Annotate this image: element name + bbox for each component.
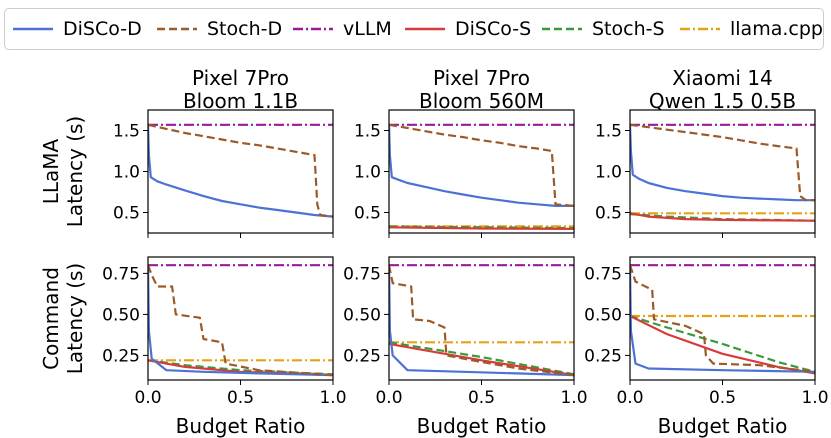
legend-swatch-disco-s: [405, 27, 445, 31]
panel-1-0-xtick-label-0: 0.0: [134, 388, 161, 408]
column-subtitle-0: Bloom 1.1B: [183, 89, 298, 113]
panel-1-1-series-disco-s: [389, 342, 574, 377]
legend-swatch-stoch-s: [542, 27, 582, 31]
row-ylabel-sub-1: Latency (s): [63, 263, 87, 374]
panel-0-0-series-stoch-d: [148, 123, 333, 218]
panel-1-2-xtick-label-2: 1.0: [801, 388, 828, 408]
legend-swatch-llama-cpp: [680, 27, 720, 31]
panel-1-2-ytick-label-0: 0.25: [584, 346, 622, 366]
panel-1-0-ytick-label-1: 0.50: [102, 305, 140, 325]
panel-0-0-ytick-label-1: 1.0: [113, 163, 140, 183]
column-title-1: Pixel 7Pro: [433, 66, 530, 90]
panel-1-1-xtick-label-2: 1.0: [560, 388, 587, 408]
panel-0-0-ytick-label-2: 1.5: [113, 122, 140, 142]
panel-1-1-ytick-label-0: 0.25: [343, 346, 381, 366]
panel-1-2-xtick-label-1: 0.5: [709, 388, 736, 408]
panel-0-1-ytick-label-0: 0.5: [354, 204, 381, 224]
panel-1-0-ytick-label-0: 0.25: [102, 346, 140, 366]
panel-1-1-frame: [388, 256, 575, 381]
legend-label-vllm: vLLM: [343, 18, 392, 40]
panel-0-2-ytick-label-0: 0.5: [595, 204, 622, 224]
panel-1-2-xtick-label-0: 0.0: [616, 388, 643, 408]
panel-0-1-ytick-label-1: 1.0: [354, 163, 381, 183]
panel-1-2-ytick-label-1: 0.50: [584, 305, 622, 325]
panel-0-2-ytick-label-1: 1.0: [595, 163, 622, 183]
panel-0-0-frame: [147, 109, 334, 234]
panel-0-2-ytick-label-2: 1.5: [595, 122, 622, 142]
panel-1-2-xlabel: Budget Ratio: [658, 414, 788, 438]
row-ylabel-0: LLaMA: [39, 138, 63, 204]
panel-1-0-xlabel: Budget Ratio: [176, 414, 306, 438]
legend-swatch-disco-d: [13, 27, 53, 31]
panel-1-2-series-disco-d: [630, 265, 815, 373]
panel-1-2-series-stoch-d: [630, 264, 815, 373]
panel-0-0-ytick-label-0: 0.5: [113, 204, 140, 224]
legend-label-stoch-d: Stoch-D: [207, 18, 283, 40]
panel-0-2-series-stoch-d: [630, 123, 815, 202]
panel-0-2-series-disco-d: [630, 124, 815, 202]
panel-1-0-xtick-label-1: 0.5: [227, 388, 254, 408]
legend: DiSCo-D Stoch-D vLLM DiSCo-S Stoch-S lla…: [4, 8, 824, 50]
row-ylabel-sub-0: Latency (s): [63, 116, 87, 227]
column-subtitle-1: Bloom 560M: [419, 89, 544, 113]
panel-1-2-ytick-label-2: 0.75: [584, 264, 622, 284]
panel-1-2-frame: [629, 256, 816, 381]
column-title-2: Xiaomi 14: [672, 66, 773, 90]
panel-1-0-frame: [147, 256, 334, 381]
legend-label-stoch-s: Stoch-S: [592, 18, 665, 40]
panel-1-1-xtick-label-1: 0.5: [468, 388, 495, 408]
panel-0-2-series-disco-s: [630, 212, 815, 222]
panel-0-1-frame: [388, 109, 575, 234]
panel-1-1-series-disco-d: [389, 265, 574, 377]
panel-0-1-ytick-label-2: 1.5: [354, 122, 381, 142]
panel-1-0-series-disco-d: [148, 265, 333, 377]
panel-1-1-xtick-label-0: 0.0: [375, 388, 402, 408]
panel-1-2-series-stoch-s: [630, 314, 815, 373]
panel-1-2-series-disco-s: [630, 315, 815, 375]
legend-swatch-stoch-d: [157, 27, 197, 31]
panel-1-0-xtick-label-2: 1.0: [319, 388, 346, 408]
panel-1-0-ytick-label-2: 0.75: [102, 264, 140, 284]
panel-1-1-ytick-label-2: 0.75: [343, 264, 381, 284]
column-title-0: Pixel 7Pro: [192, 66, 289, 90]
legend-item-stoch-s: Stoch-S: [542, 9, 665, 49]
panel-0-1-series-stoch-d: [389, 123, 574, 207]
legend-item-disco-d: DiSCo-D: [13, 9, 142, 49]
column-subtitle-2: Qwen 1.5 0.5B: [649, 89, 796, 113]
panel-1-1-xlabel: Budget Ratio: [417, 414, 547, 438]
panel-0-0-series-disco-d: [148, 124, 333, 218]
panel-1-1-series-stoch-s: [389, 341, 574, 376]
row-ylabel-1: Command: [39, 267, 63, 370]
legend-item-vllm: vLLM: [293, 9, 392, 49]
panel-0-1-series-disco-s: [389, 226, 574, 230]
legend-label-llama-cpp: llama.cpp: [730, 18, 823, 40]
panel-0-1-series-disco-d: [389, 124, 574, 207]
panel-0-2-frame: [629, 109, 816, 234]
legend-item-disco-s: DiSCo-S: [405, 9, 531, 49]
legend-label-disco-s: DiSCo-S: [455, 18, 532, 40]
legend-swatch-vllm: [293, 27, 333, 31]
panel-1-1-ytick-label-1: 0.50: [343, 305, 381, 325]
panel-1-0-series-stoch-d: [148, 264, 333, 377]
legend-item-llama-cpp: llama.cpp: [680, 9, 823, 49]
legend-item-stoch-d: Stoch-D: [157, 9, 282, 49]
panel-1-1-series-stoch-d: [389, 264, 574, 377]
legend-label-disco-d: DiSCo-D: [63, 18, 142, 40]
